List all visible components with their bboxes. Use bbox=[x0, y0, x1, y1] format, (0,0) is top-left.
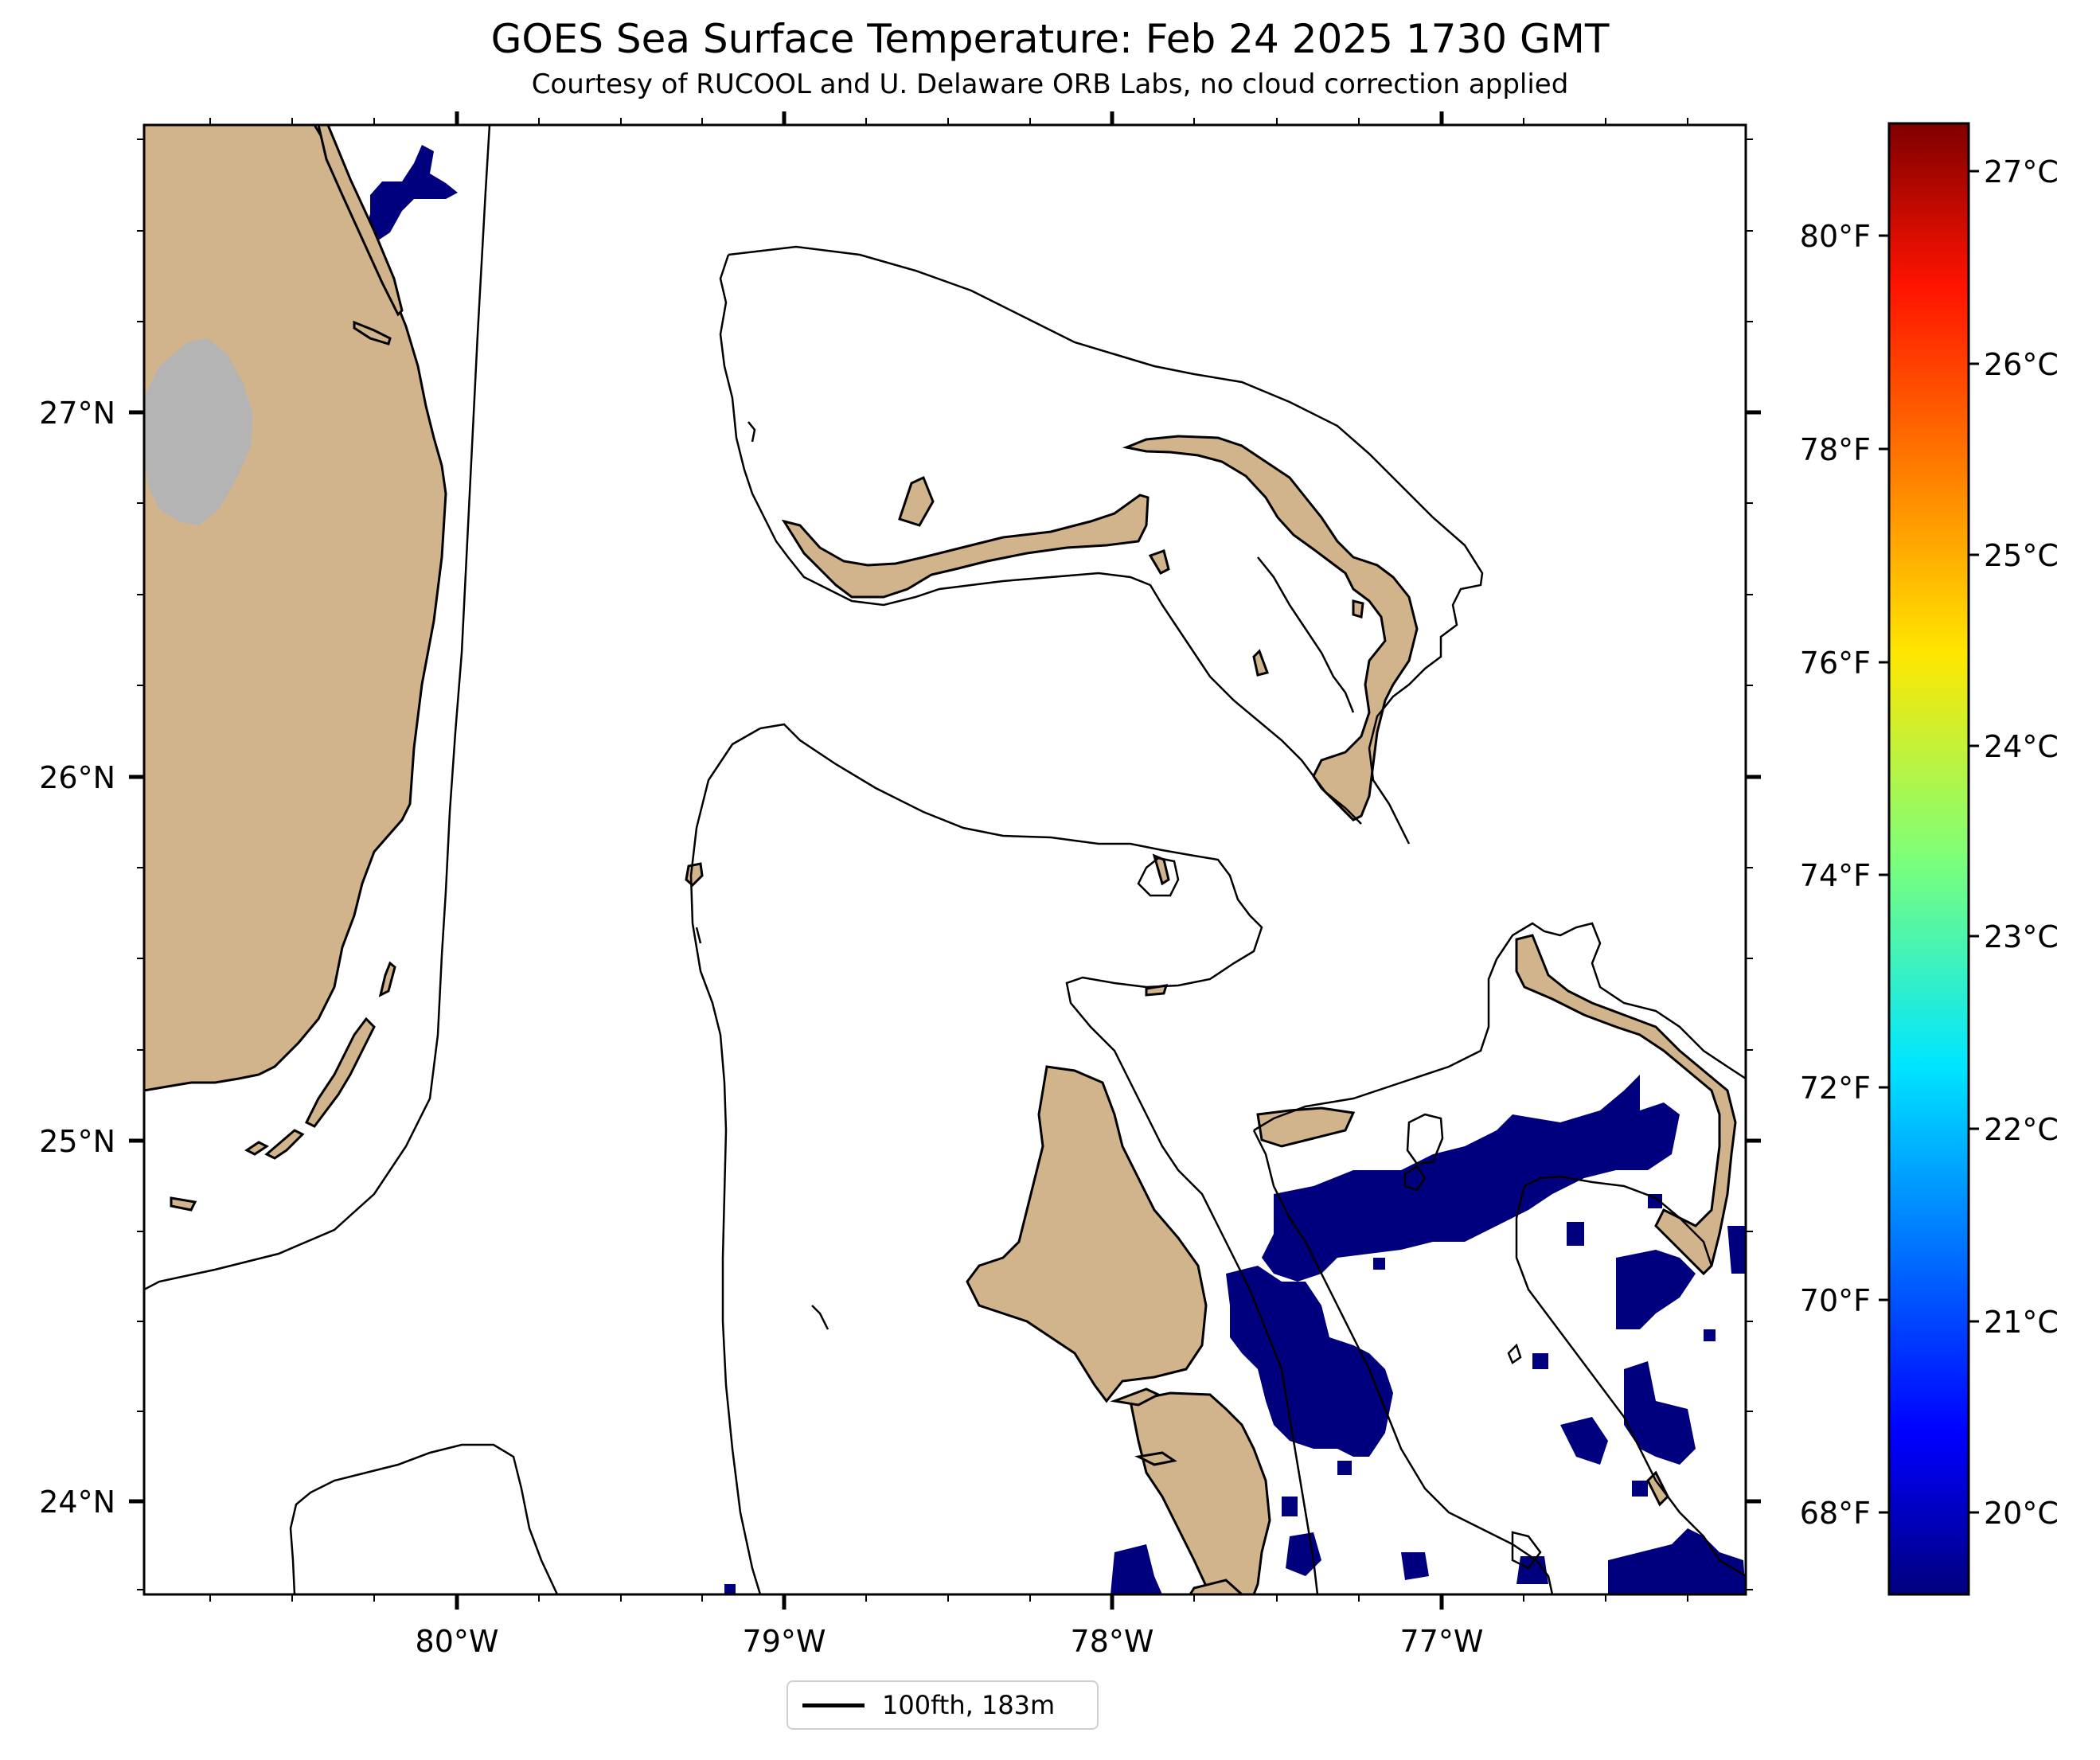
sst-cold-patches bbox=[366, 145, 1746, 1594]
colorbar bbox=[1887, 122, 1970, 1596]
map-subtitle: Courtesy of RUCOOL and U. Delaware ORB L… bbox=[531, 68, 1569, 100]
cbar-label-22c: 22°C bbox=[1984, 1112, 2059, 1147]
grand-bahama-land bbox=[781, 475, 1150, 599]
lake-okeechobee bbox=[144, 338, 253, 525]
lon-minor-ticks bbox=[209, 118, 1688, 1602]
lon-label-79w: 79°W bbox=[743, 1624, 826, 1659]
cbar-label-25c: 25°C bbox=[1984, 538, 2059, 573]
lon-label-80w: 80°W bbox=[416, 1624, 499, 1659]
lat-label-26n: 26°N bbox=[39, 760, 115, 795]
cbar-label-80f: 80°F bbox=[1800, 219, 1871, 254]
lat-label-27n: 27°N bbox=[39, 396, 115, 431]
cbar-label-21c: 21°C bbox=[1984, 1305, 2059, 1340]
map-title: GOES Sea Surface Temperature: Feb 24 202… bbox=[490, 16, 1610, 62]
lon-major-ticks bbox=[455, 111, 1444, 1610]
isobath-100fth bbox=[144, 125, 1746, 1594]
lat-label-25n: 25°N bbox=[39, 1124, 115, 1159]
cbar-label-74f: 74°F bbox=[1800, 858, 1871, 893]
colorbar-fahrenheit-ticks bbox=[1879, 234, 1889, 1514]
lon-label-77w: 77°W bbox=[1400, 1624, 1484, 1659]
cbar-label-68f: 68°F bbox=[1800, 1496, 1871, 1531]
legend-label: 100fth, 183m bbox=[882, 1690, 1056, 1720]
abaco-small-islands bbox=[1148, 549, 1364, 677]
cbar-label-70f: 70°F bbox=[1800, 1283, 1871, 1318]
cbar-label-26c: 26°C bbox=[1984, 347, 2059, 382]
map-frame bbox=[142, 123, 1747, 1596]
map-area bbox=[144, 125, 1746, 1594]
cbar-label-78f: 78°F bbox=[1800, 432, 1871, 467]
lat-minor-ticks bbox=[137, 139, 1753, 1590]
cbar-label-72f: 72°F bbox=[1800, 1071, 1871, 1106]
legend-isobath-line bbox=[802, 1703, 865, 1707]
bahamas-islands bbox=[685, 853, 1737, 1594]
lat-major-ticks bbox=[129, 410, 1761, 1504]
cbar-label-24c: 24°C bbox=[1984, 729, 2059, 764]
florida-keys bbox=[170, 125, 404, 1212]
cbar-label-27c: 27°C bbox=[1984, 154, 2059, 189]
lat-label-24n: 24°N bbox=[39, 1485, 115, 1520]
cbar-label-23c: 23°C bbox=[1984, 919, 2059, 954]
legend: 100fth, 183m bbox=[787, 1680, 1099, 1730]
cbar-label-20c: 20°C bbox=[1984, 1496, 2059, 1531]
lon-label-78w: 78°W bbox=[1071, 1624, 1154, 1659]
cbar-label-76f: 76°F bbox=[1800, 646, 1871, 681]
colorbar-celsius-ticks bbox=[1969, 170, 1979, 1514]
